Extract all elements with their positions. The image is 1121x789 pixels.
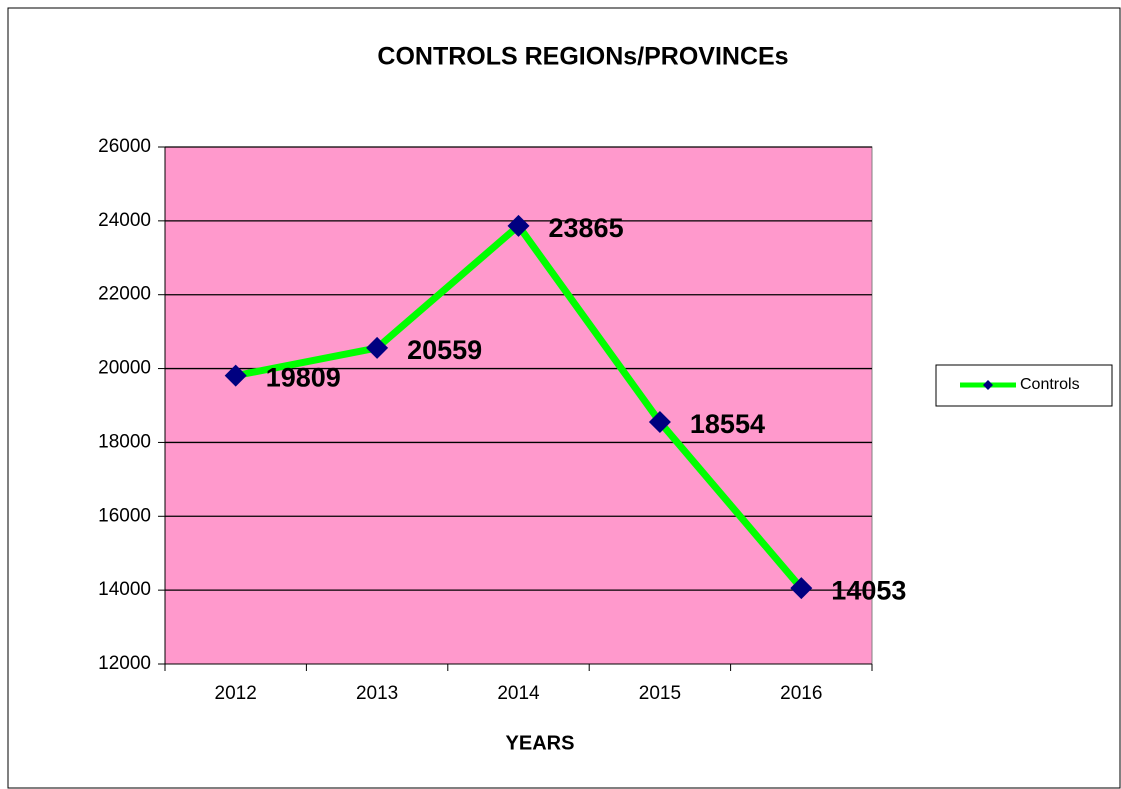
- data-label: 23865: [549, 213, 624, 243]
- x-tick-label: 2013: [356, 683, 398, 704]
- data-label: 18554: [690, 409, 765, 439]
- x-tick-label: 2016: [780, 683, 822, 704]
- data-label: 14053: [831, 575, 906, 605]
- x-axis-label: YEARS: [506, 732, 575, 754]
- marker: [224, 364, 247, 387]
- x-tick-label: 2014: [497, 683, 540, 704]
- legend-marker: [983, 380, 993, 390]
- y-tick-label: 14000: [98, 579, 151, 600]
- legend-box: [935, 364, 1113, 407]
- x-tick-label: 2015: [639, 683, 681, 704]
- y-tick-label: 24000: [98, 210, 151, 231]
- y-tick-label: 22000: [98, 284, 151, 305]
- y-tick-label: 18000: [98, 431, 151, 452]
- marker: [790, 577, 813, 600]
- chart-title: CONTROLS REGIONs/PROVINCEs: [377, 43, 788, 71]
- data-label: 20559: [407, 335, 482, 365]
- y-tick-label: 16000: [98, 505, 151, 526]
- marker: [366, 336, 389, 359]
- y-tick-label: 12000: [98, 653, 151, 674]
- data-label: 19809: [266, 363, 341, 393]
- x-tick-label: 2012: [215, 683, 257, 704]
- y-tick-label: 20000: [98, 358, 151, 379]
- y-tick-label: 26000: [98, 136, 151, 157]
- marker: [648, 410, 671, 433]
- legend-label: Controls: [1020, 376, 1080, 393]
- marker: [507, 214, 530, 237]
